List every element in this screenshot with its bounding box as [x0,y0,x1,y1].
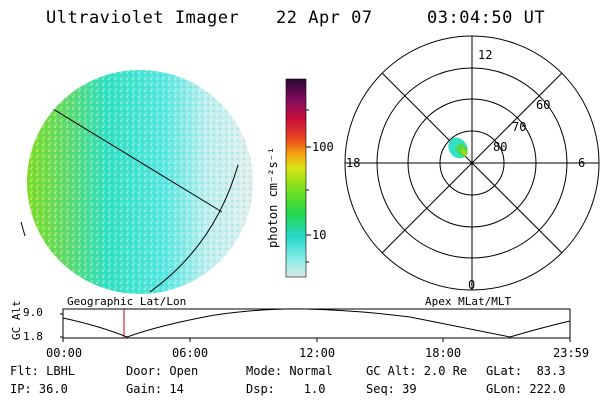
geo-latlon-title: Geographic Lat/Lon [67,295,187,308]
mlt-label-12: 12 [478,48,493,62]
status-seq: Seq: 39 [366,382,417,396]
date-label: 22 Apr 07 [276,8,373,28]
time-tick-1200: 12:00 [299,346,336,360]
mlt-label-18: 18 [346,156,361,170]
timeline-panel [60,308,571,342]
earth-image [20,70,253,294]
auroral-spot [448,137,468,159]
y-tick-9: 9.0 [23,306,43,319]
time-tick-0600: 06:00 [172,346,209,360]
polar-plot [344,35,600,291]
lat-label-70: 70 [512,120,527,134]
colorbar-tick-100: 100 [312,140,334,154]
lat-label-60: 60 [536,98,551,112]
status-gc-alt: GC Alt: 2.0 Re [366,364,468,378]
altitude-curve [62,308,571,338]
apex-mlat-title: Apex MLat/MLT [425,295,512,308]
colorbar-tick-10: 10 [312,228,327,242]
limb-tick [20,221,26,237]
colorbar-unit-label: photon cm⁻²s⁻¹ [266,146,280,248]
app-title: Ultraviolet Imager [46,8,240,28]
time-tick-1800: 18:00 [425,346,462,360]
time-tick-2359: 23:59 [553,346,590,360]
status-filter: Flt: LBHL [10,364,76,378]
y-tick-1-8: 1.8 [23,330,43,343]
status-door: Door: Open [126,364,199,378]
status-ip: IP: 36.0 [10,382,68,396]
limb-arc [149,164,239,293]
status-glat: GLat: 83.3 [486,364,566,378]
status-mode: Mode: Normal [246,364,333,378]
lat-label-80: 80 [493,140,508,154]
status-dsp: Dsp: 1.0 [246,382,326,396]
mlt-label-0: 0 [468,278,476,292]
status-gain: Gain: 14 [126,382,184,396]
terminator-line [29,94,223,213]
gc-alt-axis-label: GC Alt [10,300,23,340]
mlt-label-6: 6 [578,156,586,170]
colorbar [285,78,311,278]
status-glon: GLon: 222.0 [486,382,566,396]
time-tick-0000: 00:00 [46,346,83,360]
time-label: 03:04:50 UT [427,8,546,28]
